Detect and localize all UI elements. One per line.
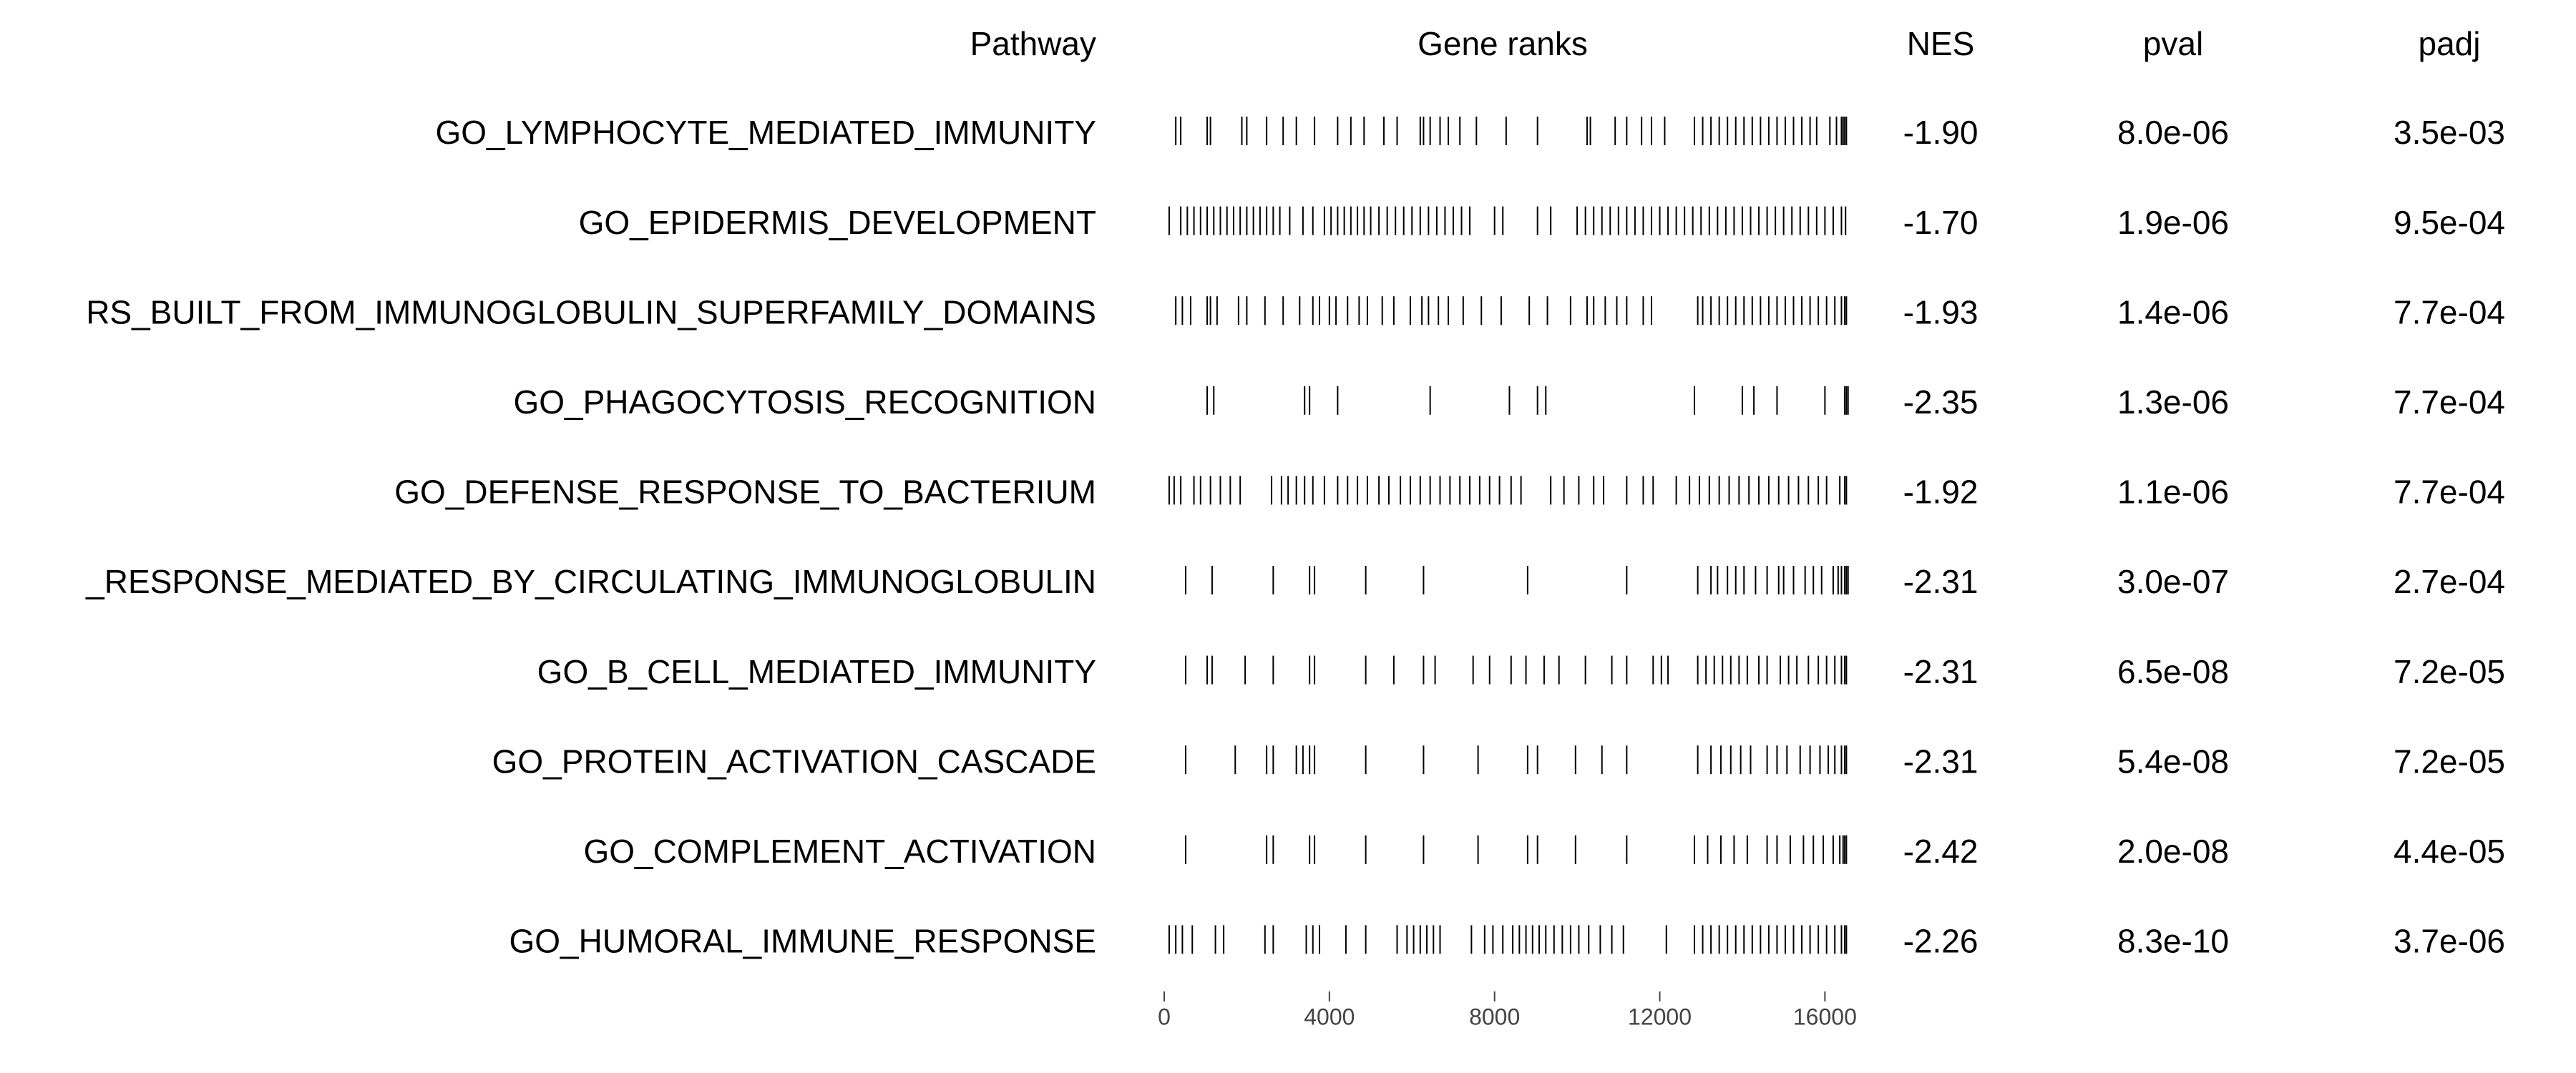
pval-value: 3.0e-07	[2117, 563, 2229, 600]
pval-value: 1.3e-06	[2117, 383, 2229, 421]
x-tick-label: 4000	[1304, 1004, 1355, 1029]
x-tick-label: 0	[1158, 1004, 1171, 1029]
pathway-name: GO_PROTEIN_ACTIVATION_CASCADE	[492, 743, 1096, 780]
nes-value: -2.31	[1903, 653, 1979, 690]
nes-value: -1.90	[1903, 114, 1979, 151]
padj-value: 7.2e-05	[2394, 653, 2505, 690]
pval-value: 2.0e-08	[2117, 833, 2229, 870]
padj-value: 7.7e-04	[2394, 383, 2505, 421]
x-tick-label: 8000	[1469, 1004, 1520, 1029]
header-padj: padj	[2419, 25, 2481, 62]
pval-value: 1.9e-06	[2117, 204, 2229, 241]
header-pathway: Pathway	[970, 25, 1096, 62]
pathway-name: _RESPONSE_MEDIATED_BY_CIRCULATING_IMMUNO…	[85, 563, 1096, 600]
nes-value: -1.93	[1903, 293, 1979, 330]
pval-value: 1.4e-06	[2117, 293, 2229, 330]
pathway-name: GO_EPIDERMIS_DEVELOPMENT	[579, 204, 1096, 241]
pathway-name: GO_PHAGOCYTOSIS_RECOGNITION	[513, 383, 1096, 421]
pathway-name: GO_HUMORAL_IMMUNE_RESPONSE	[509, 923, 1097, 960]
pathway-name: RS_BUILT_FROM_IMMUNOGLOBULIN_SUPERFAMILY…	[86, 293, 1096, 330]
nes-value: -2.31	[1903, 563, 1979, 600]
pathway-name: GO_B_CELL_MEDIATED_IMMUNITY	[537, 653, 1096, 690]
pval-value: 5.4e-08	[2117, 743, 2229, 780]
padj-value: 4.4e-05	[2394, 833, 2505, 870]
x-tick-label: 16000	[1793, 1004, 1857, 1029]
header-pval: pval	[2143, 25, 2203, 62]
padj-value: 9.5e-04	[2394, 204, 2505, 241]
pval-value: 8.0e-06	[2117, 114, 2229, 151]
header-gene-ranks: Gene ranks	[1418, 25, 1588, 62]
padj-value: 3.5e-03	[2394, 114, 2505, 151]
x-tick-label: 12000	[1628, 1004, 1692, 1029]
nes-value: -1.70	[1903, 204, 1979, 241]
nes-value: -2.26	[1903, 923, 1979, 960]
padj-value: 7.7e-04	[2394, 474, 2505, 511]
header-nes: NES	[1907, 25, 1975, 62]
nes-value: -2.42	[1903, 833, 1979, 870]
padj-value: 7.7e-04	[2394, 293, 2505, 330]
pathway-name: GO_DEFENSE_RESPONSE_TO_BACTERIUM	[394, 474, 1096, 511]
nes-value: -2.35	[1903, 383, 1979, 421]
nes-value: -1.92	[1903, 474, 1979, 511]
pathway-name: GO_COMPLEMENT_ACTIVATION	[583, 833, 1096, 870]
padj-value: 2.7e-04	[2394, 563, 2505, 600]
padj-value: 3.7e-06	[2394, 923, 2505, 960]
nes-value: -2.31	[1903, 743, 1979, 780]
pval-value: 6.5e-08	[2117, 653, 2229, 690]
pathway-name: GO_LYMPHOCYTE_MEDIATED_IMMUNITY	[435, 114, 1096, 151]
padj-value: 7.2e-05	[2394, 743, 2505, 780]
pval-value: 8.3e-10	[2117, 923, 2229, 960]
pval-value: 1.1e-06	[2117, 474, 2229, 511]
